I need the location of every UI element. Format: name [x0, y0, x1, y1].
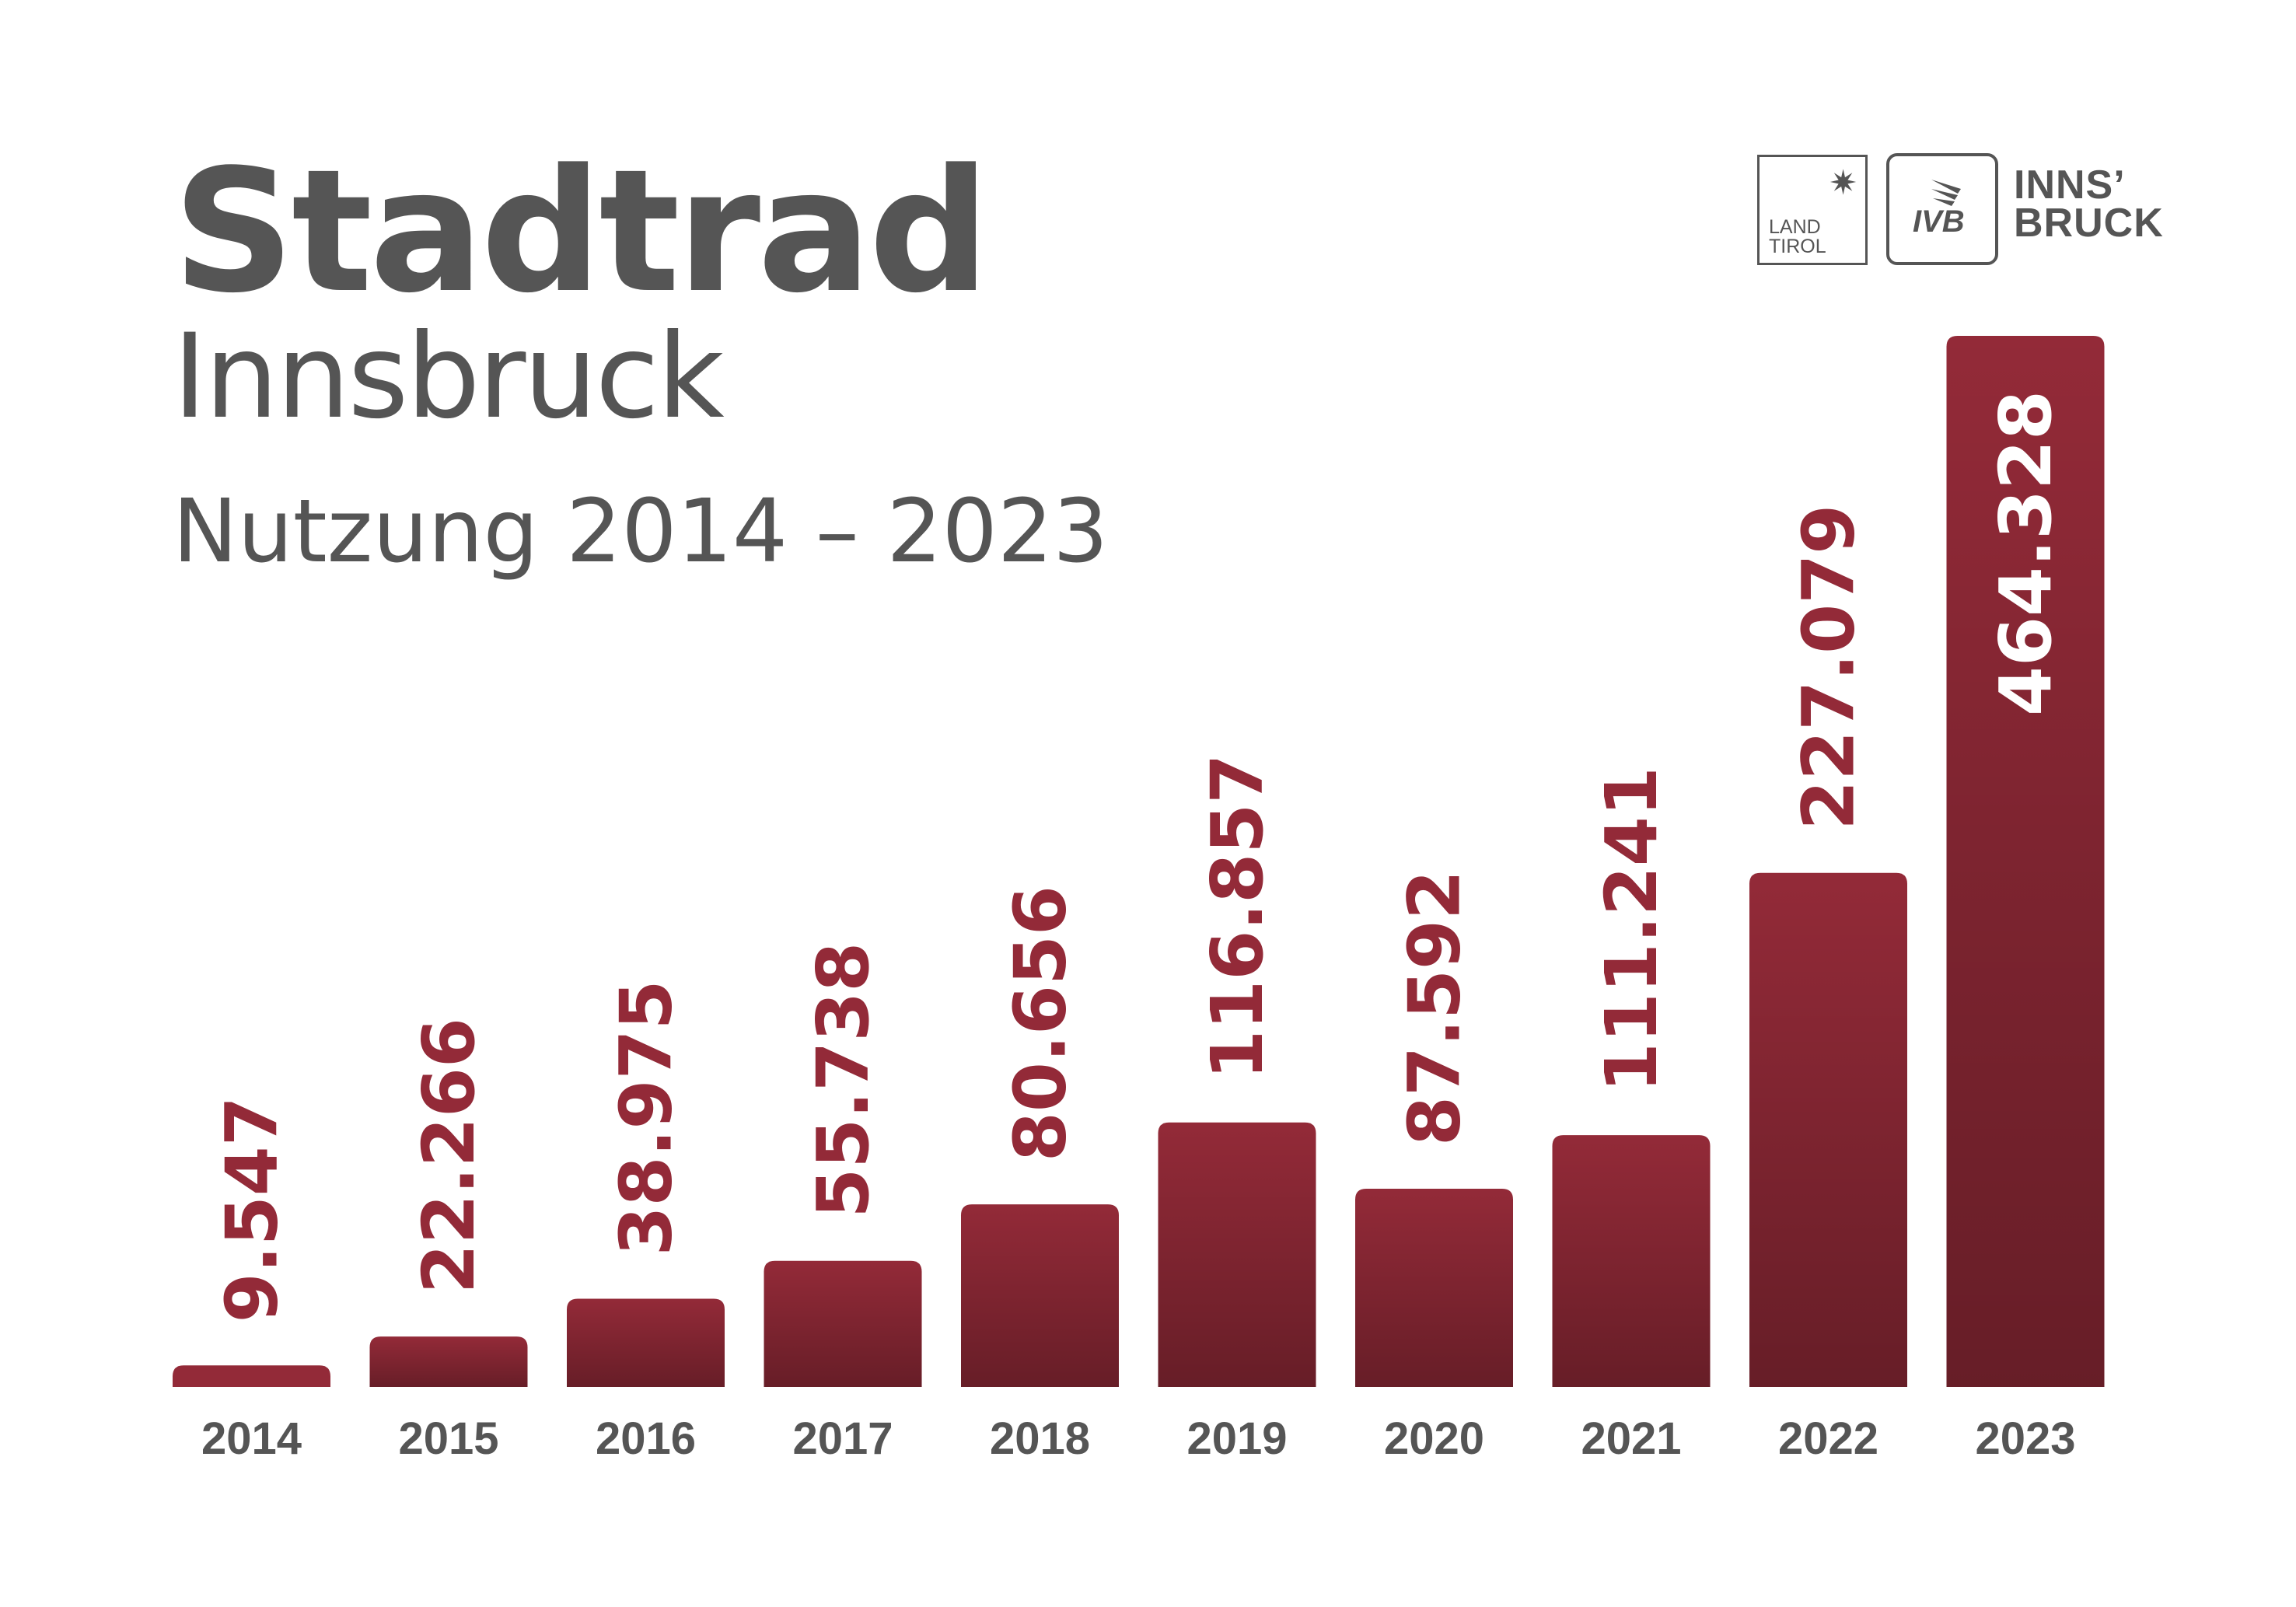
ivb-text: IVB [1913, 204, 1965, 239]
chart-subtitle: Innsbruck [173, 309, 725, 445]
data-label-2015: 22.266 [407, 1018, 491, 1294]
data-label-2014: 9.547 [211, 1096, 294, 1322]
chart-title: Stadtrad [173, 134, 990, 330]
land-tirol-text: LAND TIROL [1769, 218, 1826, 257]
data-label-2018: 80.656 [999, 886, 1082, 1162]
bar-shade-2023 [1946, 336, 2105, 1387]
x-tick-label-2019: 2019 [1186, 1413, 1287, 1464]
innsbruck-line-2: BRUCK [2014, 201, 2164, 246]
chart-period: Nutzung 2014 – 2023 [173, 481, 1109, 582]
land-tirol-line-1: LAND [1769, 216, 1821, 238]
data-label-2016: 38.975 [605, 980, 688, 1256]
ivb-logo: IVB [1886, 153, 1998, 265]
data-label-2021: 111.241 [1590, 767, 1673, 1092]
data-label-2023: 464.328 [1984, 390, 2067, 716]
x-tick-label-2016: 2016 [596, 1413, 696, 1464]
bar-shade-2022 [1749, 872, 1907, 1387]
bar-shade-2021 [1552, 1135, 1711, 1387]
bar-shade-2017 [764, 1260, 922, 1387]
bar-2014 [173, 1365, 330, 1387]
innsbruck-line-1: INNS’ [2014, 162, 2126, 208]
x-tick-label-2018: 2018 [990, 1413, 1090, 1464]
x-tick-label-2015: 2015 [398, 1413, 498, 1464]
bar-shade-2018 [961, 1204, 1119, 1387]
bar-shade-2016 [567, 1298, 725, 1387]
data-label-2017: 55.738 [802, 942, 885, 1218]
bar-shade-2020 [1355, 1188, 1513, 1387]
innsbruck-logo: INNS’ BRUCK [2014, 162, 2164, 246]
tirol-eagle-icon: ✷ [1829, 163, 1857, 203]
x-tick-label-2020: 2020 [1384, 1413, 1484, 1464]
ivb-stripes-icon [1931, 180, 1961, 206]
data-label-2020: 87.592 [1393, 870, 1476, 1146]
x-tick-label-2014: 2014 [201, 1413, 302, 1464]
land-tirol-logo: ✷ LAND TIROL [1757, 155, 1868, 265]
bar-shade-2015 [369, 1336, 528, 1387]
x-tick-label-2022: 2022 [1778, 1413, 1878, 1464]
data-label-2019: 116.857 [1196, 754, 1279, 1080]
land-tirol-line-2: TIROL [1769, 236, 1826, 257]
x-tick-label-2017: 2017 [792, 1413, 893, 1464]
data-label-2022: 227.079 [1788, 505, 1871, 830]
x-tick-label-2021: 2021 [1581, 1413, 1681, 1464]
bar-shade-2019 [1158, 1122, 1316, 1387]
x-tick-label-2023: 2023 [1975, 1413, 2075, 1464]
